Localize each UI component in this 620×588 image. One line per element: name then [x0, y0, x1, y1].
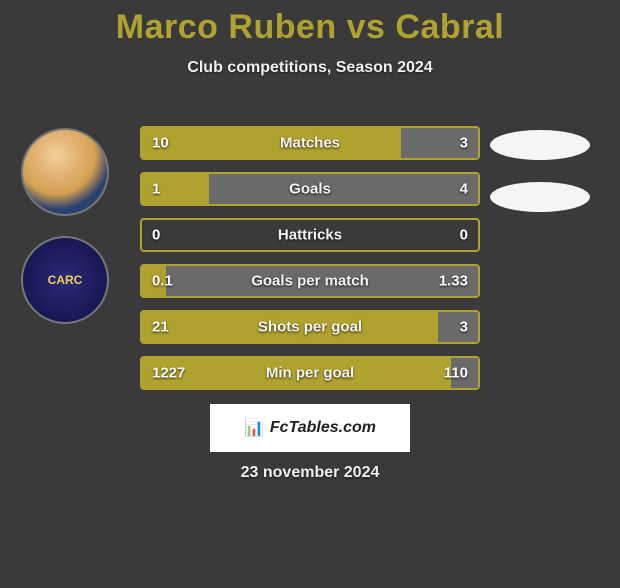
- stat-value-left: 0: [152, 227, 160, 244]
- stat-row: 0.1 1.33 Goals per match: [140, 264, 480, 298]
- stat-row: 1 4 Goals: [140, 172, 480, 206]
- stat-row: 1227 110 Min per goal: [140, 356, 480, 390]
- stat-value-left: 10: [152, 135, 169, 152]
- stat-value-left: 1227: [152, 365, 185, 382]
- stat-value-left: 0.1: [152, 273, 173, 290]
- footer-date: 23 november 2024: [241, 464, 380, 482]
- club-badge: [21, 236, 109, 324]
- stat-value-left: 1: [152, 181, 160, 198]
- left-avatar-column: [10, 128, 120, 344]
- brand-box: 📊 FcTables.com: [210, 404, 410, 452]
- player-avatar: [21, 128, 109, 216]
- page-subtitle: Club competitions, Season 2024: [0, 59, 620, 77]
- stat-value-right: 110: [444, 365, 468, 382]
- stat-label: Goals: [289, 181, 331, 198]
- stat-label: Hattricks: [278, 227, 342, 244]
- stat-value-right: 3: [460, 135, 468, 152]
- stat-label: Min per goal: [266, 365, 354, 382]
- stat-value-left: 21: [152, 319, 169, 336]
- stat-fill-left: [142, 128, 401, 158]
- stat-value-right: 0: [460, 227, 468, 244]
- stat-fill-right: [209, 174, 478, 204]
- right-avatar-column: [490, 130, 600, 234]
- opponent-avatar-placeholder: [490, 130, 590, 160]
- stat-value-right: 4: [460, 181, 468, 198]
- page-title: Marco Ruben vs Cabral: [0, 8, 620, 47]
- brand-text: FcTables.com: [270, 419, 376, 437]
- stat-row: 0 0 Hattricks: [140, 218, 480, 252]
- opponent-club-placeholder: [490, 182, 590, 212]
- stat-fill-right: [438, 312, 478, 342]
- stat-row: 10 3 Matches: [140, 126, 480, 160]
- stat-label: Goals per match: [251, 273, 369, 290]
- brand-icon: 📊: [244, 418, 264, 438]
- comparison-chart: 10 3 Matches 1 4 Goals 0 0 Hattricks 0.1 1.33 Goals…: [140, 126, 480, 402]
- stat-value-right: 1.33: [439, 273, 468, 290]
- stat-label: Matches: [280, 135, 340, 152]
- stat-row: 21 3 Shots per goal: [140, 310, 480, 344]
- stat-label: Shots per goal: [258, 319, 362, 336]
- stat-value-right: 3: [460, 319, 468, 336]
